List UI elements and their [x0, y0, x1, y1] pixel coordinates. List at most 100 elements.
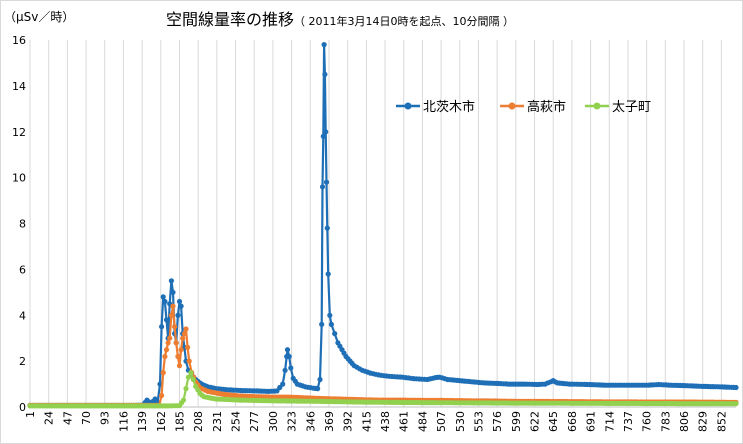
series-2-point	[162, 353, 168, 360]
x-tick-label: 576	[491, 411, 504, 432]
x-tick-label: 599	[510, 411, 523, 432]
series-1-point	[319, 184, 326, 190]
x-tick-label: 461	[398, 411, 411, 432]
series-2-point	[183, 326, 189, 332]
y-axis-unit-label: （µSv／時）	[4, 10, 75, 24]
series-1-point	[160, 294, 166, 300]
x-tick-label: 139	[136, 411, 149, 432]
legend-marker-3	[593, 102, 601, 110]
series-1-point	[277, 384, 283, 391]
series-1-point	[288, 365, 294, 371]
legend-label-2: 高萩市	[527, 99, 566, 115]
x-tick-label: 668	[566, 411, 579, 432]
x-tick-label: 622	[529, 411, 542, 432]
series-3-point	[183, 386, 189, 392]
series-2-point	[168, 312, 174, 318]
series-1-point	[162, 298, 168, 305]
series-1-point	[325, 271, 331, 277]
series-2-point	[160, 370, 166, 376]
series-2-point	[185, 344, 191, 350]
x-tick-label: 852	[715, 411, 728, 432]
series-1-point	[176, 298, 183, 305]
series-1-point	[328, 321, 334, 327]
y-tick-label: 14	[12, 80, 26, 93]
series-2-point	[159, 392, 165, 399]
x-tick-label: 507	[435, 411, 448, 432]
series-1-point	[320, 133, 326, 139]
x-tick-label: 47	[61, 411, 74, 425]
series-2-point	[163, 347, 170, 353]
x-tick-label: 783	[659, 411, 672, 432]
x-tick-label: 231	[211, 411, 224, 432]
series-2-point	[170, 303, 176, 309]
x-tick-label: 829	[697, 411, 710, 432]
series-1-point	[284, 347, 291, 353]
y-tick-label: 0	[19, 401, 26, 414]
series-2-point	[181, 331, 187, 337]
x-tick-label: 530	[454, 411, 467, 432]
x-tick-label: 438	[379, 411, 392, 432]
x-tick-label: 70	[80, 411, 93, 425]
series-3-point	[190, 376, 196, 383]
series-1-point	[168, 278, 174, 284]
y-tick-label: 2	[19, 355, 26, 368]
series-1-point	[170, 289, 176, 295]
series-1-point	[323, 179, 330, 185]
x-tick-label: 737	[622, 411, 635, 432]
series-2-point	[165, 340, 171, 346]
series-1-point	[332, 331, 338, 337]
y-tick-label: 12	[12, 126, 26, 139]
x-tick-label: 369	[323, 411, 336, 432]
series-2-point	[167, 335, 173, 341]
x-tick-label: 185	[173, 411, 186, 432]
x-tick-label: 24	[43, 411, 56, 425]
x-tick-label: 714	[603, 411, 616, 432]
series-3-point	[733, 401, 739, 407]
series-3-point	[185, 374, 191, 380]
series-1-point	[733, 384, 739, 391]
y-tick-label: 16	[12, 34, 26, 47]
series-line-2	[30, 305, 736, 407]
series-1-point	[315, 386, 321, 392]
x-tick-label: 1	[24, 411, 37, 418]
series-line-1	[30, 43, 737, 407]
series-1-point	[327, 312, 333, 318]
series-1-point	[280, 381, 286, 387]
series-2-point	[173, 340, 179, 346]
x-tick-label: 484	[416, 411, 429, 432]
series-2-point	[180, 335, 186, 341]
y-tick-label: 4	[19, 309, 26, 322]
series-2-point	[178, 347, 184, 353]
series-2-point	[176, 363, 183, 369]
x-tick-label: 93	[99, 411, 112, 425]
series-1-point	[323, 129, 329, 135]
series-1-point	[282, 367, 288, 373]
x-tick-label: 760	[641, 411, 654, 432]
y-tick-label: 6	[19, 263, 26, 276]
series-1-point	[317, 376, 323, 383]
legend-marker-2	[508, 102, 516, 110]
series-2-point	[186, 358, 192, 364]
x-tick-label: 553	[472, 411, 485, 432]
x-tick-label: 254	[230, 411, 243, 432]
x-tick-label: 415	[360, 411, 373, 432]
x-tick-label: 277	[248, 411, 261, 432]
legend-label-3: 太子町	[612, 100, 651, 115]
series-1-point	[322, 71, 328, 77]
x-tick-label: 806	[678, 411, 691, 432]
y-tick-label: 10	[12, 172, 26, 185]
series-1-point	[321, 42, 327, 48]
chart-title-sub: （ 2011年3月14日0時を起点、10分間隔 ）	[294, 15, 514, 28]
legend-label-1: 北茨木市	[423, 99, 475, 115]
x-tick-label: 208	[192, 411, 205, 432]
series-1-point	[324, 225, 330, 231]
x-tick-label: 323	[286, 411, 299, 432]
x-tick-label: 116	[117, 411, 130, 432]
series-1-point	[319, 321, 325, 327]
x-tick-label: 300	[267, 411, 280, 432]
x-tick-label: 346	[304, 411, 317, 432]
chart-title-main: 空間線量率の推移	[166, 10, 295, 29]
series-1-point	[178, 303, 184, 309]
legend-marker-1	[404, 102, 412, 110]
